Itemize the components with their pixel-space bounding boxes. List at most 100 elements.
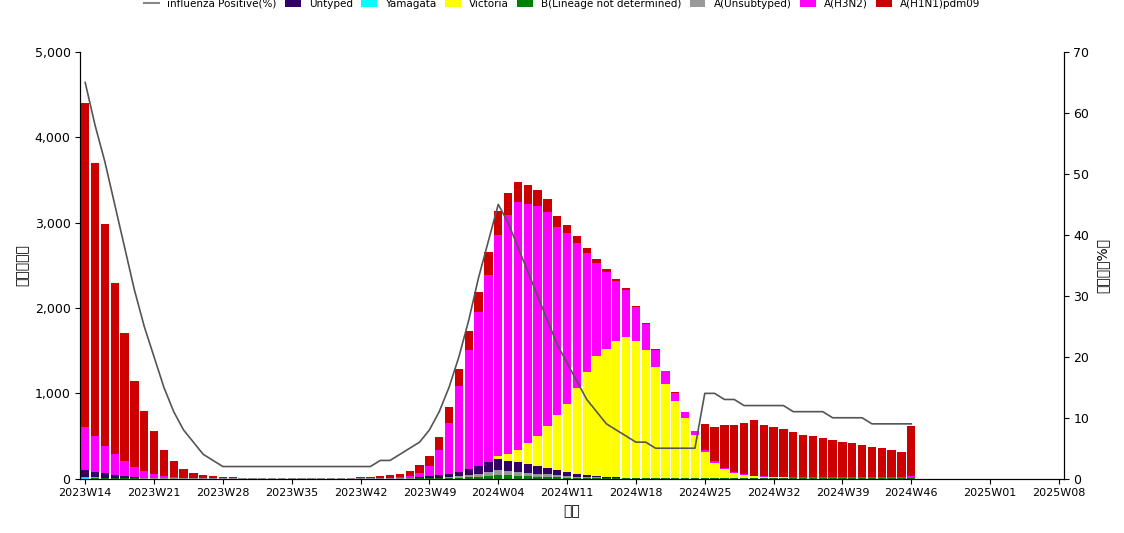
- Bar: [366, 477, 374, 478]
- Bar: [110, 475, 119, 478]
- Bar: [750, 476, 758, 478]
- Bar: [582, 477, 591, 478]
- Bar: [495, 235, 502, 456]
- Bar: [504, 215, 513, 454]
- Bar: [445, 478, 453, 479]
- Bar: [170, 462, 178, 477]
- Bar: [474, 473, 482, 477]
- Bar: [543, 199, 552, 212]
- Bar: [582, 248, 591, 253]
- Bar: [592, 259, 600, 263]
- Bar: [553, 415, 561, 471]
- Bar: [760, 425, 768, 477]
- Bar: [573, 243, 581, 388]
- Bar: [101, 473, 109, 478]
- Bar: [504, 475, 513, 479]
- Bar: [710, 461, 718, 463]
- Bar: [613, 279, 620, 281]
- Bar: [720, 470, 728, 478]
- Bar: [455, 386, 463, 472]
- Bar: [514, 472, 522, 475]
- Bar: [199, 474, 208, 478]
- Bar: [818, 438, 827, 478]
- Bar: [504, 461, 513, 471]
- Bar: [534, 466, 542, 473]
- Bar: [209, 476, 217, 478]
- Bar: [110, 283, 119, 454]
- Bar: [406, 476, 414, 478]
- Bar: [524, 473, 532, 476]
- Bar: [464, 477, 473, 479]
- Bar: [553, 227, 561, 415]
- Bar: [180, 478, 188, 479]
- Bar: [582, 373, 591, 475]
- Bar: [858, 445, 867, 478]
- Bar: [652, 367, 660, 478]
- Bar: [495, 459, 502, 470]
- Bar: [731, 473, 738, 478]
- Bar: [582, 475, 591, 477]
- Bar: [495, 212, 502, 235]
- Bar: [563, 476, 571, 478]
- Bar: [514, 463, 522, 472]
- Bar: [642, 324, 650, 350]
- Bar: [435, 450, 443, 475]
- Bar: [700, 450, 709, 453]
- Bar: [681, 418, 689, 478]
- Bar: [632, 306, 640, 307]
- Bar: [573, 236, 581, 243]
- Bar: [435, 475, 443, 478]
- Bar: [514, 182, 522, 202]
- Bar: [445, 477, 453, 478]
- Bar: [671, 401, 679, 478]
- Bar: [543, 477, 552, 479]
- Bar: [573, 478, 581, 479]
- Bar: [770, 477, 778, 478]
- Bar: [592, 357, 600, 476]
- Bar: [406, 478, 414, 479]
- Bar: [563, 472, 571, 476]
- Bar: [691, 435, 699, 478]
- Bar: [710, 426, 718, 461]
- Bar: [416, 477, 424, 478]
- Bar: [91, 436, 99, 472]
- Bar: [140, 478, 148, 479]
- Bar: [534, 437, 542, 466]
- Bar: [770, 427, 778, 477]
- Y-axis label: 阳性标本数: 阳性标本数: [15, 245, 29, 286]
- Bar: [553, 475, 561, 477]
- Bar: [681, 412, 689, 418]
- Bar: [524, 443, 532, 464]
- Bar: [524, 464, 532, 473]
- Bar: [740, 474, 749, 475]
- Bar: [81, 103, 90, 427]
- Bar: [514, 202, 522, 450]
- Bar: [534, 206, 542, 437]
- Bar: [455, 478, 463, 479]
- Bar: [120, 476, 129, 478]
- Bar: [120, 461, 129, 476]
- Bar: [425, 477, 434, 478]
- Bar: [602, 477, 610, 478]
- Bar: [907, 476, 915, 478]
- Bar: [149, 474, 158, 478]
- Bar: [731, 425, 738, 472]
- Bar: [740, 423, 749, 474]
- Bar: [81, 477, 90, 478]
- Bar: [563, 224, 571, 233]
- Bar: [464, 331, 473, 350]
- Bar: [799, 435, 807, 478]
- Bar: [524, 204, 532, 443]
- Bar: [642, 350, 650, 478]
- Bar: [622, 337, 631, 478]
- Bar: [613, 477, 620, 478]
- Bar: [691, 431, 699, 435]
- Bar: [573, 388, 581, 473]
- Bar: [828, 440, 836, 478]
- Bar: [81, 427, 90, 470]
- Bar: [907, 426, 915, 476]
- Bar: [464, 469, 473, 475]
- Bar: [563, 478, 571, 479]
- Bar: [130, 477, 138, 478]
- Bar: [445, 407, 453, 423]
